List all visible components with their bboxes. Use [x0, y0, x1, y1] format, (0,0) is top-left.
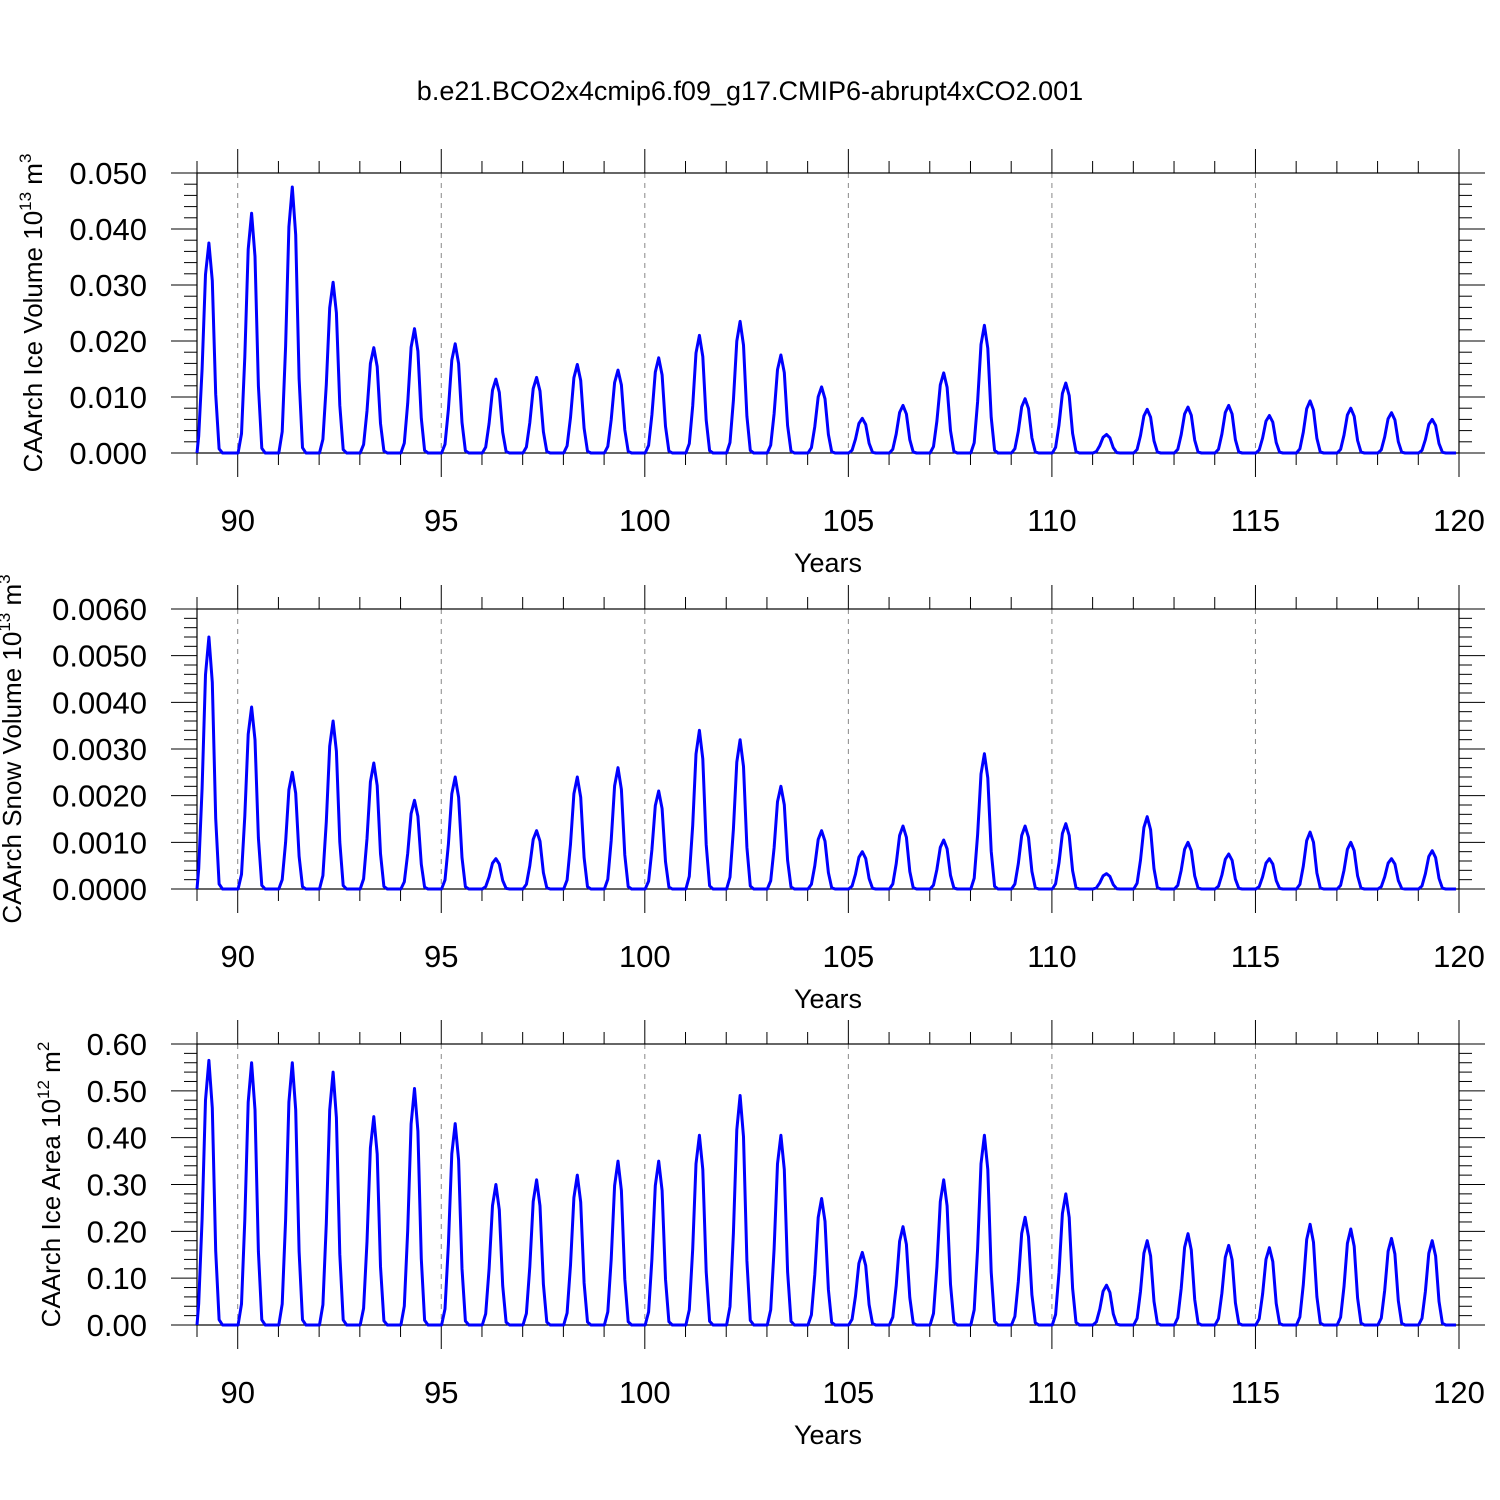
y-tick-label: 0.10: [87, 1261, 147, 1296]
x-tick-label: 110: [1027, 939, 1076, 974]
plot-frame: [196, 172, 1460, 454]
x-tick-label: 110: [1027, 1375, 1076, 1410]
x-tick-label: 100: [619, 503, 671, 538]
x-tick-label: 120: [1433, 1375, 1485, 1410]
y-tick-label: 0.0010: [52, 825, 147, 860]
x-tick-label: 100: [619, 939, 671, 974]
x-axis-label: Years: [794, 1420, 862, 1450]
y-tick-label: 0.30: [87, 1168, 147, 1203]
x-tick-label: 120: [1433, 503, 1485, 538]
y-tick-label: 0.0060: [52, 592, 147, 627]
x-tick-label: 105: [822, 939, 874, 974]
y-tick-label: 0.050: [69, 156, 147, 191]
panel-1: 90 95 100 105 110 115 120 Years 0.000 0.010 0.020 0…: [16, 149, 1485, 578]
series-line: [195, 1058, 1456, 1327]
x-tick-label: 95: [424, 939, 458, 974]
y-axis-label: CAArch Ice Area 1012 m2: [34, 1042, 66, 1328]
panel-2: 90 95 100 105 110 115 120 Years 0.0000 0.0010 0.00…: [0, 574, 1485, 1014]
y-tick-label: 0.030: [69, 268, 147, 303]
x-tick-label: 105: [822, 1375, 874, 1410]
y-tick-label: 0.010: [69, 380, 147, 415]
x-tick-label: 115: [1231, 1375, 1280, 1410]
x-tick-label: 90: [220, 1375, 254, 1410]
x-tick-label: 90: [220, 503, 254, 538]
y-tick-label: 0.60: [87, 1027, 147, 1062]
y-tick-label: 0.0000: [52, 872, 147, 907]
y-tick-label: 0.040: [69, 212, 147, 247]
y-tick-label: 0.020: [69, 324, 147, 359]
y-tick-label: 0.00: [87, 1308, 147, 1343]
y-tick-label: 0.40: [87, 1121, 147, 1156]
y-axis-label: CAArch Ice Volume 1013 m3: [16, 154, 48, 473]
y-tick-label: 0.20: [87, 1214, 147, 1249]
x-tick-label: 110: [1027, 503, 1076, 538]
panel-3: 90 95 100 105 110 115 120 Years 0.00 0.10 0.20 0.30…: [34, 1020, 1485, 1450]
plot-frame: [196, 608, 1460, 890]
y-tick-label: 0.0020: [52, 779, 147, 814]
y-tick-label: 0.0050: [52, 639, 147, 674]
series-line: [195, 185, 1456, 455]
y-tick-label: 0.000: [69, 436, 147, 471]
x-axis-label: Years: [794, 548, 862, 578]
x-tick-label: 115: [1231, 503, 1280, 538]
x-tick-label: 90: [220, 939, 254, 974]
x-tick-label: 115: [1231, 939, 1280, 974]
chart-title: b.e21.BCO2x4cmip6.f09_g17.CMIP6-abrupt4x…: [417, 76, 1083, 106]
x-tick-label: 95: [424, 1375, 458, 1410]
x-tick-label: 100: [619, 1375, 671, 1410]
y-tick-label: 0.0040: [52, 685, 147, 720]
x-tick-label: 120: [1433, 939, 1485, 974]
x-axis-label: Years: [794, 984, 862, 1014]
x-tick-label: 105: [822, 503, 874, 538]
series-line: [195, 635, 1456, 891]
y-axis-label: CAArch Snow Volume 1013 m3: [0, 574, 27, 923]
y-tick-label: 0.50: [87, 1074, 147, 1109]
x-tick-label: 95: [424, 503, 458, 538]
y-tick-label: 0.0030: [52, 732, 147, 767]
